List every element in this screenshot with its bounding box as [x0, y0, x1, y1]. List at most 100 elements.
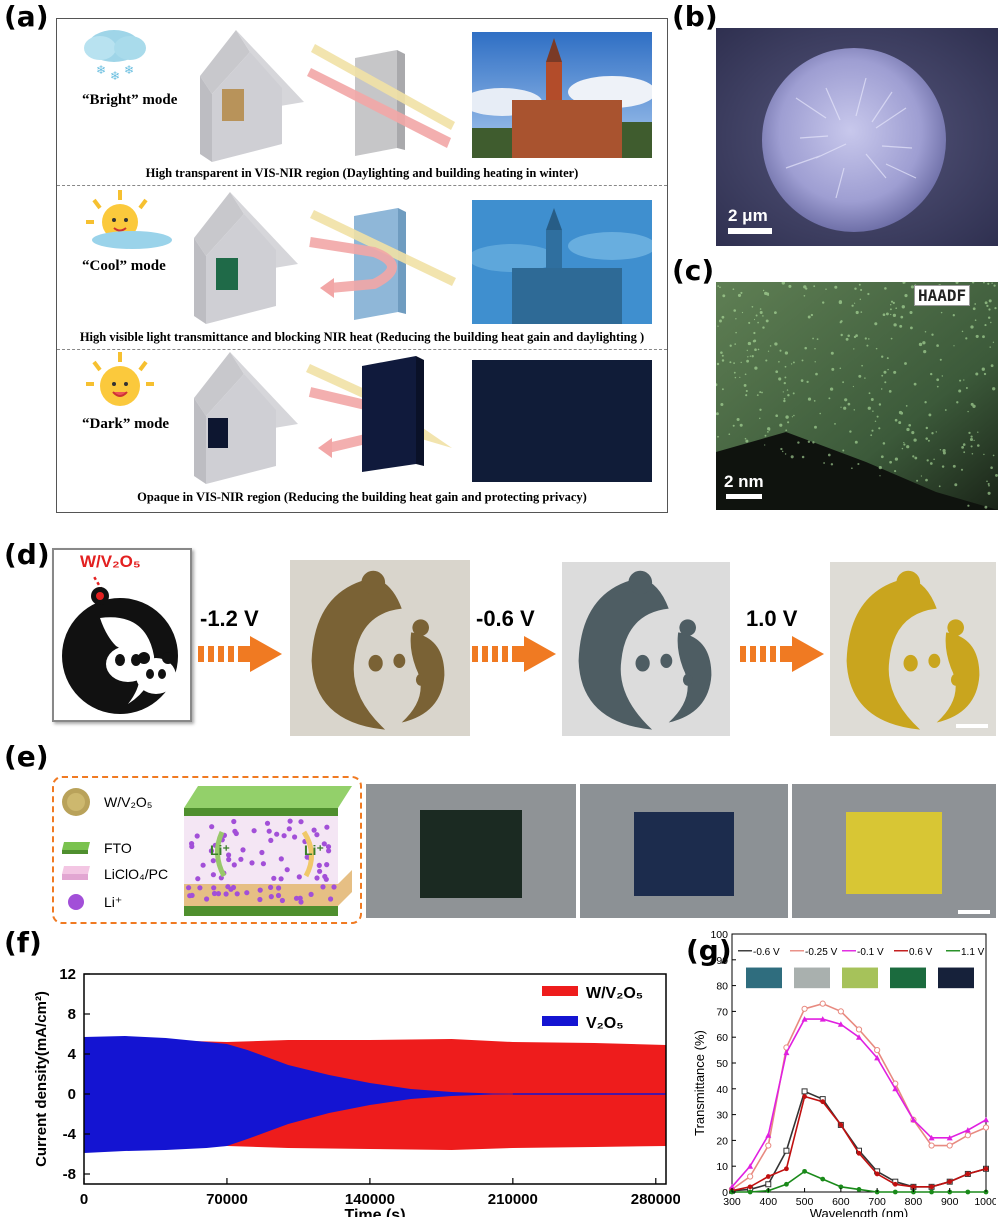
scale-bar-e [958, 910, 990, 914]
x-tick-label: 900 [941, 1196, 959, 1208]
series-point [747, 1189, 753, 1195]
series-point [747, 1184, 753, 1190]
series-point [820, 1099, 826, 1105]
series-point [982, 1124, 990, 1131]
series-point [892, 1189, 898, 1195]
series-point [910, 1116, 917, 1123]
panda-logo-icon [62, 576, 178, 714]
y-tick-label: 70 [716, 1006, 728, 1018]
haadf-image [716, 282, 998, 510]
series-point [946, 1142, 953, 1149]
panda-cub-eye [415, 673, 426, 686]
panda-eye [928, 653, 941, 668]
panel-label-d: (d) [4, 538, 50, 571]
bright-mode-caption: High transparent in VIS-NIR region (Dayl… [145, 166, 579, 180]
panda-eye [368, 654, 383, 672]
series-point [784, 1181, 789, 1187]
series-point [983, 1116, 989, 1123]
legend-label: 0.6 V [909, 947, 933, 958]
x-tick-label: 300 [723, 1196, 741, 1208]
color-swatch [842, 967, 878, 989]
legend-label-li: Li⁺ [104, 894, 123, 910]
sun-icon [86, 352, 154, 406]
x-tick-label: 500 [796, 1196, 814, 1208]
ion-label-left: Li⁺ [210, 842, 230, 858]
plot-frame [83, 973, 667, 1185]
y-tick-label: -4 [63, 1126, 77, 1143]
series-point [838, 1122, 844, 1128]
fto-layer-icon [62, 842, 90, 854]
svg-text:❄: ❄ [96, 63, 106, 77]
series-point [946, 1134, 953, 1141]
series-point [765, 1181, 772, 1188]
svg-text:❄: ❄ [110, 69, 120, 82]
y-tick-label: 4 [68, 1046, 77, 1063]
house-illustration [194, 192, 298, 324]
series-area-1 [84, 1036, 666, 1153]
series-point [838, 1184, 844, 1190]
series-point [892, 1085, 899, 1092]
sun-cloud-icon [86, 190, 172, 249]
x-tick-label: 1000 [974, 1196, 996, 1208]
y-tick-label: -8 [63, 1166, 76, 1183]
arrow-right-icon [472, 636, 556, 672]
x-tick-label: 0 [80, 1191, 88, 1208]
device-window-3 [846, 812, 942, 894]
series-point [783, 1049, 790, 1056]
legend-label-fto: FTO [104, 840, 132, 856]
scale-bar-label-c: 2 nm [724, 472, 764, 491]
electrolyte-icon [62, 866, 90, 880]
panel-a-frame [56, 18, 668, 513]
y-axis-label: Transmittance (%) [692, 1030, 707, 1136]
x-tick-label: 800 [905, 1196, 923, 1208]
cool-mode-caption: High visible light transmittance and blo… [79, 330, 645, 344]
series-point [837, 1008, 844, 1015]
panda-eye [660, 653, 673, 668]
legend-label: W/V₂O₅ [586, 985, 643, 1002]
scale-bar-label-b: 2 μm [728, 206, 768, 225]
device-window-1 [420, 810, 522, 898]
series-point [928, 1142, 935, 1149]
panel-label-e: (e) [4, 740, 49, 773]
series-point [819, 1000, 826, 1007]
svg-text:❄: ❄ [124, 63, 134, 77]
cool-mode-label: “Cool” mode [82, 258, 166, 274]
legend-swatch [542, 986, 578, 996]
series-point [929, 1184, 934, 1190]
y-axis-label: Current density(mA/cm²) [33, 991, 50, 1167]
x-tick-label: 700 [868, 1196, 886, 1208]
panda-ear [361, 570, 386, 595]
series-point [855, 1026, 863, 1033]
series-point [765, 1142, 772, 1149]
panda-cub-ear [679, 619, 696, 636]
legend-swatch [542, 1016, 578, 1026]
y-tick-label: 100 [710, 930, 728, 941]
photo-building-cool [472, 200, 652, 324]
series-point [801, 1005, 808, 1012]
material-label-d: W/V₂O₅ [80, 552, 141, 571]
y-tick-label: 20 [716, 1135, 728, 1147]
li-ion-icon [68, 894, 84, 910]
panda-eye [903, 654, 918, 672]
dark-mode-label: “Dark” mode [82, 416, 170, 432]
voltage-label-1: -1.2 V [200, 606, 259, 631]
panda-body [846, 577, 937, 730]
series-point [783, 1147, 790, 1154]
house-illustration [194, 352, 298, 484]
series-point [747, 1173, 754, 1180]
photo-building-dark [472, 360, 652, 482]
legend-label: -0.1 V [857, 947, 884, 958]
panda-cub-eye [950, 673, 961, 686]
voltage-label-2: -0.6 V [476, 606, 535, 631]
particle-icon [62, 788, 90, 816]
ion-label-right: Li⁺ [304, 842, 324, 858]
x-tick-label: 70000 [206, 1191, 248, 1208]
arrow-right-icon [740, 636, 824, 672]
series-point [784, 1166, 789, 1172]
series-point [892, 1181, 898, 1187]
arrow-right-icon [198, 636, 282, 672]
series-point [911, 1184, 916, 1190]
series-point [856, 1187, 862, 1192]
x-tick-label: 280000 [631, 1191, 680, 1208]
